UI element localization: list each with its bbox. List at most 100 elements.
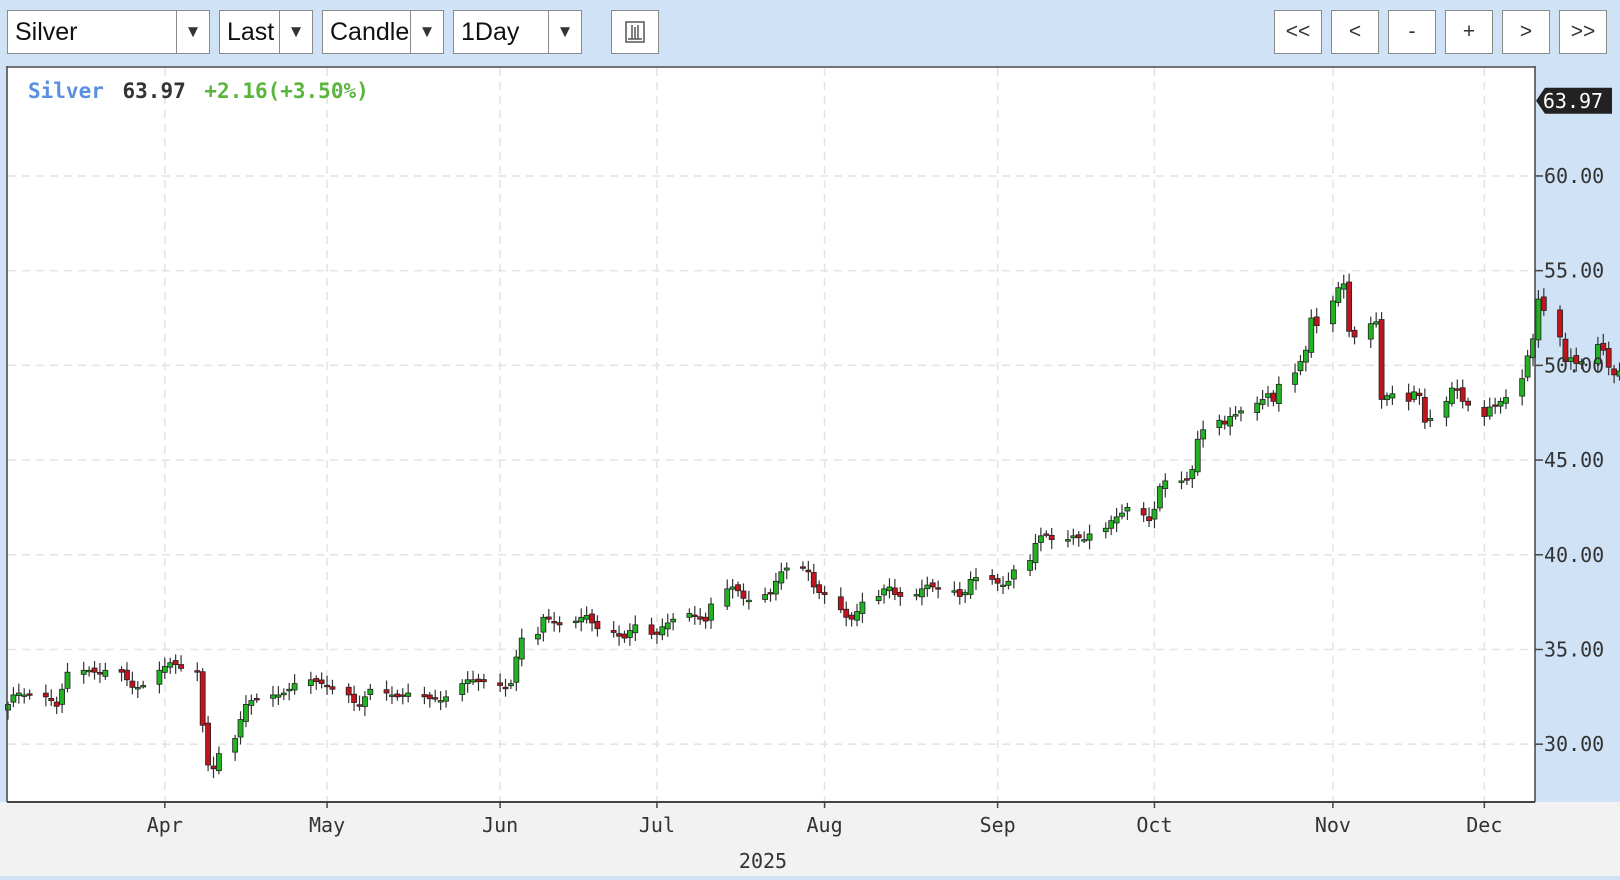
candle-body-85 bbox=[649, 625, 654, 634]
candle-body-31 bbox=[238, 720, 243, 737]
candle-body-44 bbox=[330, 687, 335, 690]
candle-body-48 bbox=[362, 697, 367, 707]
candle-body-7 bbox=[54, 702, 59, 706]
candle-body-8 bbox=[60, 689, 65, 704]
candle-body-24 bbox=[179, 665, 184, 669]
candle-body-58 bbox=[438, 701, 443, 703]
candle-body-170 bbox=[1293, 373, 1298, 384]
candle-body-142 bbox=[1076, 535, 1081, 538]
candle-body-126 bbox=[957, 590, 962, 597]
interval-select[interactable]: 1Day ▼ bbox=[453, 10, 582, 54]
candle-body-213 bbox=[1612, 369, 1617, 375]
candle-body-52 bbox=[395, 694, 400, 697]
candle-body-26 bbox=[200, 672, 205, 726]
candle-body-42 bbox=[319, 680, 324, 684]
candle-body-53 bbox=[400, 695, 405, 697]
candle-body-17 bbox=[130, 681, 135, 687]
candle-body-84 bbox=[633, 625, 638, 633]
x-tick-label-6: Oct bbox=[1136, 813, 1172, 837]
candle-body-118 bbox=[892, 588, 897, 595]
candle-body-131 bbox=[995, 579, 1000, 584]
candle-body-59 bbox=[444, 697, 449, 701]
candle-body-140 bbox=[1065, 540, 1070, 542]
scroll-end-button[interactable]: >> bbox=[1559, 10, 1607, 54]
candle-body-139 bbox=[1049, 535, 1054, 539]
candle-body-71 bbox=[541, 617, 546, 632]
candle-body-55 bbox=[422, 695, 427, 697]
table-icon bbox=[623, 20, 647, 44]
candle-body-204 bbox=[1541, 297, 1546, 311]
candle-body-193 bbox=[1460, 388, 1465, 402]
candle-body-187 bbox=[1417, 393, 1422, 396]
candle-body-165 bbox=[1255, 403, 1260, 412]
chevron-down-icon[interactable]: ▼ bbox=[410, 11, 443, 53]
candle-body-171 bbox=[1298, 362, 1303, 371]
candle-body-107 bbox=[811, 573, 816, 587]
symbol-select[interactable]: Silver ▼ bbox=[7, 10, 210, 54]
candle-body-172 bbox=[1303, 350, 1308, 362]
last-price-tag: 63.97 bbox=[1536, 88, 1612, 114]
scroll-left-button[interactable]: < bbox=[1331, 10, 1379, 54]
legend-symbol: Silver bbox=[28, 79, 104, 103]
price-type-select[interactable]: Last ▼ bbox=[219, 10, 313, 54]
candle-body-76 bbox=[579, 617, 584, 622]
candle-body-181 bbox=[1374, 322, 1379, 324]
candle-body-138 bbox=[1044, 534, 1049, 536]
x-tick-label-8: Dec bbox=[1466, 813, 1502, 837]
last-price-tag-label: 63.97 bbox=[1543, 89, 1603, 113]
candle-body-33 bbox=[249, 701, 254, 706]
x-tick-label-0: Apr bbox=[147, 813, 183, 837]
candle-body-158 bbox=[1195, 439, 1200, 472]
candle-body-136 bbox=[1033, 543, 1038, 562]
candle-body-186 bbox=[1412, 392, 1417, 399]
scroll-start-button[interactable]: << bbox=[1274, 10, 1322, 54]
candle-body-60 bbox=[460, 684, 465, 695]
candle-body-49 bbox=[368, 689, 373, 694]
candle-body-80 bbox=[611, 630, 616, 632]
x-tick-label-2: Jun bbox=[482, 813, 518, 837]
x-tick-label-4: Aug bbox=[807, 813, 843, 837]
candle-body-191 bbox=[1449, 388, 1454, 403]
candle-body-21 bbox=[162, 667, 167, 673]
candle-body-77 bbox=[584, 615, 589, 619]
candle-body-116 bbox=[882, 589, 887, 595]
candle-body-40 bbox=[308, 680, 313, 686]
candle-body-43 bbox=[325, 685, 330, 687]
candle-body-106 bbox=[806, 570, 811, 572]
candle-body-69 bbox=[519, 638, 524, 659]
candle-body-199 bbox=[1503, 398, 1508, 404]
zoom-in-button[interactable]: + bbox=[1445, 10, 1493, 54]
candle-body-37 bbox=[281, 693, 286, 695]
candle-body-78 bbox=[590, 614, 595, 623]
candle-body-128 bbox=[968, 579, 973, 594]
candle-body-56 bbox=[427, 695, 432, 699]
candle-body-108 bbox=[817, 585, 822, 593]
candle-body-184 bbox=[1390, 394, 1395, 398]
y-tick-label-4: 50.00 bbox=[1544, 353, 1604, 377]
candle-body-2 bbox=[16, 693, 21, 695]
interval-select-value: 1Day bbox=[454, 18, 548, 47]
candle-body-86 bbox=[654, 632, 659, 634]
candle-body-41 bbox=[314, 679, 319, 682]
data-table-button[interactable] bbox=[611, 10, 659, 54]
chevron-down-icon[interactable]: ▼ bbox=[176, 11, 209, 53]
chevron-down-icon[interactable]: ▼ bbox=[548, 11, 581, 53]
candle-body-12 bbox=[92, 668, 97, 672]
candle-body-112 bbox=[849, 615, 854, 619]
chevron-down-icon[interactable]: ▼ bbox=[279, 11, 312, 53]
candle-body-190 bbox=[1444, 401, 1449, 417]
candle-body-73 bbox=[552, 621, 557, 623]
candle-body-169 bbox=[1276, 384, 1281, 403]
y-tick-label-6: 60.00 bbox=[1544, 164, 1604, 188]
candle-body-211 bbox=[1601, 343, 1606, 350]
candle-body-124 bbox=[936, 588, 941, 590]
zoom-out-button[interactable]: - bbox=[1388, 10, 1436, 54]
candle-body-46 bbox=[352, 694, 357, 702]
chart-style-select[interactable]: Candle ▼ bbox=[322, 10, 444, 54]
candle-body-27 bbox=[206, 723, 211, 765]
scroll-right-button[interactable]: > bbox=[1502, 10, 1550, 54]
candle-body-132 bbox=[1001, 585, 1006, 587]
